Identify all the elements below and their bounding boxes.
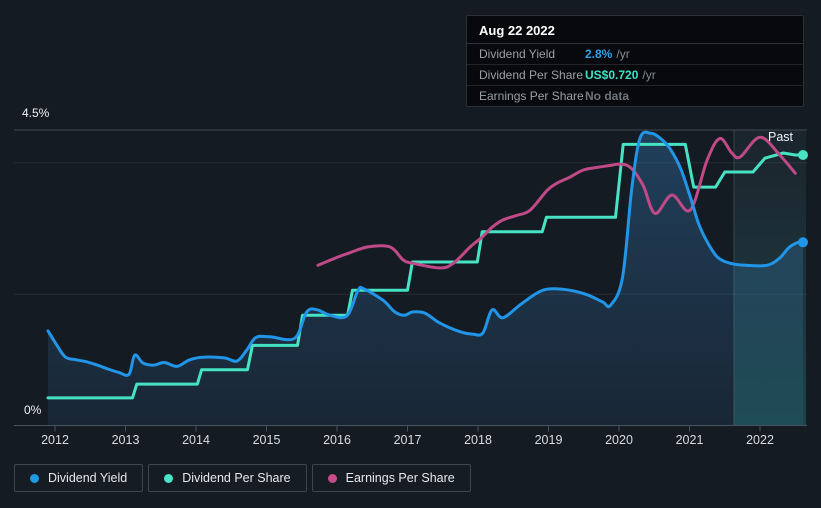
tooltip-value: 2.8% (585, 47, 613, 61)
past-region-label: Past (768, 130, 794, 144)
dividend-yield-line (46, 130, 805, 377)
hover-tooltip: Aug 22 2022 Dividend Yield 2.8% /yr Divi… (466, 15, 804, 107)
tooltip-row-dividend-yield: Dividend Yield 2.8% /yr (467, 44, 803, 65)
tooltip-value-suffix: /yr (642, 68, 656, 82)
y-axis-max-label: 4.5% (22, 106, 50, 120)
tooltip-row-earnings-per-share: Earnings Per Share No data (467, 86, 803, 106)
legend-item-earnings-per-share[interactable]: Earnings Per Share (311, 464, 471, 492)
x-axis-label: 2020 (605, 433, 633, 447)
dividend-per-share-line (46, 142, 805, 400)
legend-label: Earnings Per Share (345, 471, 455, 485)
x-axis-label: 2016 (323, 433, 351, 447)
earnings-per-share-line (316, 135, 797, 270)
legend-item-dividend-per-share[interactable]: Dividend Per Share (148, 464, 307, 492)
tooltip-value: No data (585, 89, 630, 103)
x-axis-label: 2014 (182, 433, 210, 447)
x-axis-label: 2022 (746, 433, 774, 447)
x-axis-label: 2015 (253, 433, 281, 447)
x-axis-label: 2013 (112, 433, 140, 447)
tooltip-label: Dividend Per Share (479, 68, 584, 82)
x-axis-label: 2018 (464, 433, 492, 447)
tooltip-row-dividend-per-share: Dividend Per Share US$0.720 /yr (467, 65, 803, 86)
legend: Dividend Yield Dividend Per Share Earnings… (14, 464, 471, 492)
x-axis-label: 2017 (394, 433, 422, 447)
dividend-per-share-end-dot (798, 150, 808, 160)
legend-dot (164, 473, 174, 483)
legend-label: Dividend Yield (48, 471, 128, 485)
legend-label: Dividend Per Share (182, 471, 291, 485)
legend-dot (30, 473, 39, 483)
dividend-yield-end-dot (798, 237, 808, 248)
legend-dot (327, 473, 337, 483)
tooltip-label: Dividend Yield (479, 47, 556, 61)
tooltip-value-suffix: /yr (616, 47, 630, 61)
x-axis-label: 2012 (41, 433, 69, 447)
x-axis-label: 2021 (676, 433, 704, 447)
dividend-yield-area (48, 132, 803, 426)
tooltip-label: Earnings Per Share (479, 89, 584, 103)
tooltip-value: US$0.720 (585, 68, 639, 82)
x-axis-label: 2019 (535, 433, 563, 447)
y-axis-min-label: 0% (24, 403, 42, 417)
legend-item-dividend-yield[interactable]: Dividend Yield (14, 464, 144, 492)
tooltip-date: Aug 22 2022 (467, 16, 803, 44)
